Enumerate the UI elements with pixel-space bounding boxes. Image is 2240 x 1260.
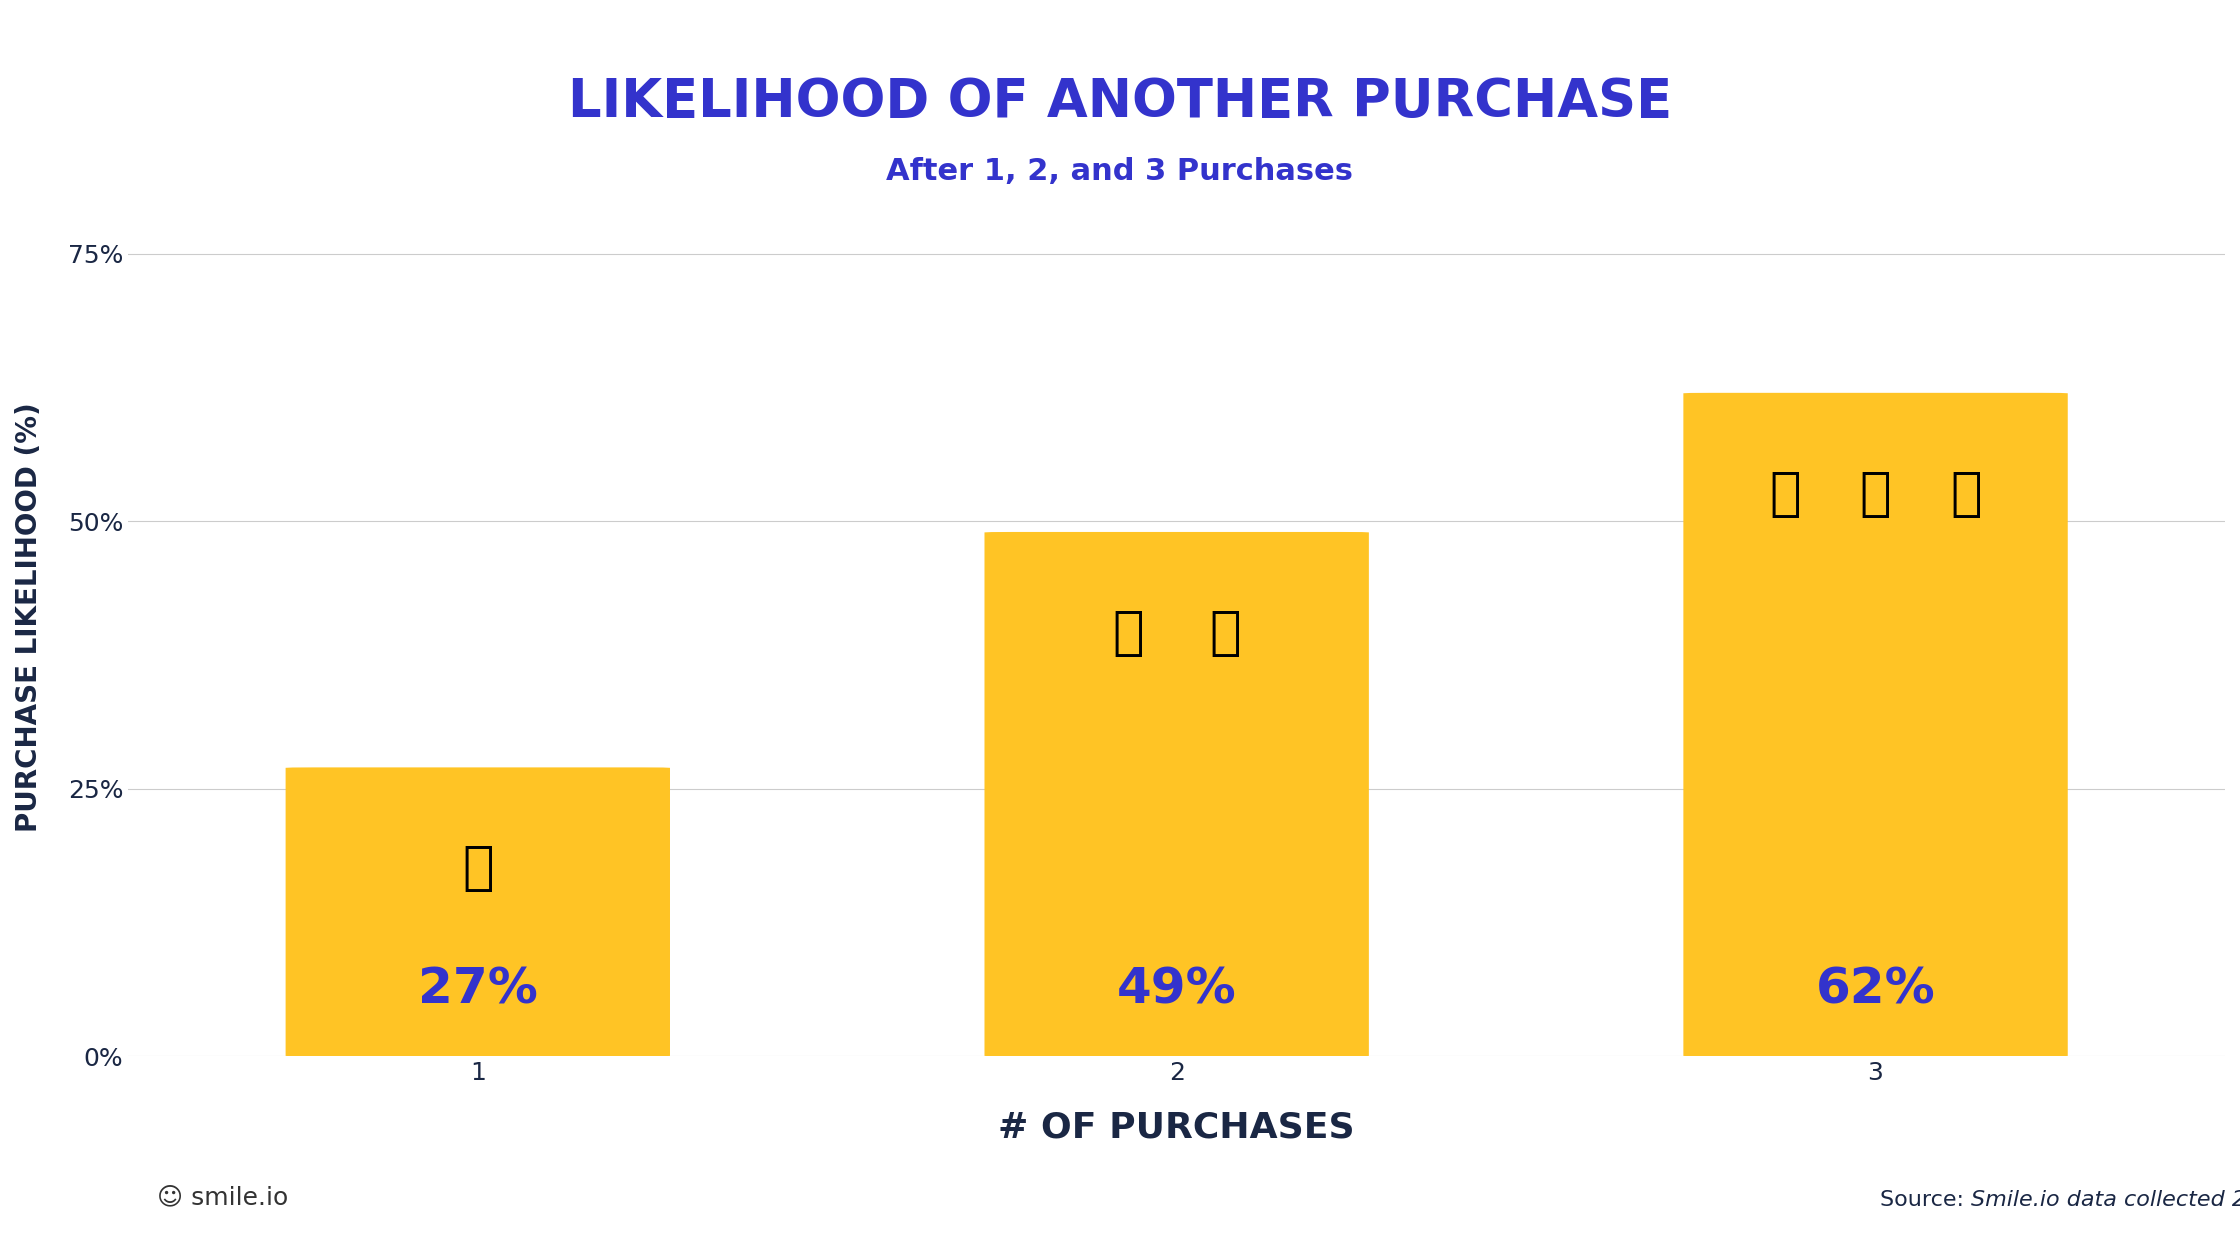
Text: 27%: 27%: [419, 965, 538, 1013]
Text: 🛒: 🛒: [1111, 607, 1145, 659]
Text: 🛒: 🛒: [1210, 607, 1241, 659]
FancyBboxPatch shape: [986, 532, 1369, 1056]
FancyBboxPatch shape: [287, 767, 670, 1056]
Text: 49%: 49%: [1118, 965, 1236, 1013]
Text: 🛒: 🛒: [1951, 467, 1982, 519]
Y-axis label: PURCHASE LIKELIHOOD (%): PURCHASE LIKELIHOOD (%): [16, 403, 43, 833]
Text: 🛒: 🛒: [1770, 467, 1801, 519]
Text: Source:: Source:: [1879, 1189, 1971, 1210]
X-axis label: # OF PURCHASES: # OF PURCHASES: [999, 1110, 1355, 1144]
Text: ☺ smile.io: ☺ smile.io: [157, 1186, 289, 1210]
Text: Smile.io data collected 2023: Smile.io data collected 2023: [1971, 1189, 2240, 1210]
Text: 🛒: 🛒: [1859, 467, 1891, 519]
FancyBboxPatch shape: [1684, 393, 2068, 1056]
Text: 🛒: 🛒: [461, 842, 493, 895]
Text: After 1, 2, and 3 Purchases: After 1, 2, and 3 Purchases: [887, 158, 1353, 186]
Text: 62%: 62%: [1817, 965, 1935, 1013]
Text: LIKELIHOOD OF ANOTHER PURCHASE: LIKELIHOOD OF ANOTHER PURCHASE: [569, 76, 1671, 127]
